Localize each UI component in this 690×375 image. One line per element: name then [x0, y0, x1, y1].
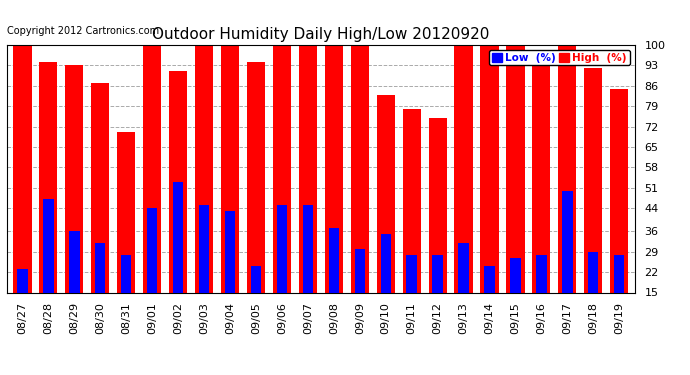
- Title: Outdoor Humidity Daily High/Low 20120920: Outdoor Humidity Daily High/Low 20120920: [152, 27, 489, 42]
- Bar: [562, 190, 573, 292]
- Bar: [273, 45, 291, 292]
- Bar: [584, 68, 602, 292]
- Bar: [117, 132, 135, 292]
- Bar: [66, 65, 83, 292]
- Bar: [328, 228, 339, 292]
- Bar: [199, 205, 209, 292]
- Bar: [558, 45, 576, 292]
- Bar: [355, 249, 365, 292]
- Bar: [143, 45, 161, 292]
- Bar: [147, 208, 157, 292]
- Bar: [95, 243, 106, 292]
- Bar: [39, 63, 57, 292]
- Bar: [169, 71, 187, 292]
- Bar: [380, 234, 391, 292]
- Bar: [455, 45, 473, 292]
- Bar: [532, 54, 551, 292]
- Bar: [610, 88, 629, 292]
- Bar: [303, 205, 313, 292]
- Bar: [406, 255, 417, 292]
- Bar: [484, 266, 495, 292]
- Bar: [458, 243, 469, 292]
- Bar: [325, 45, 343, 292]
- Bar: [480, 45, 499, 292]
- Bar: [250, 266, 262, 292]
- Bar: [69, 231, 79, 292]
- Bar: [506, 45, 524, 292]
- Bar: [428, 118, 446, 292]
- Bar: [121, 255, 131, 292]
- Bar: [221, 45, 239, 292]
- Bar: [43, 200, 54, 292]
- Text: Copyright 2012 Cartronics.com: Copyright 2012 Cartronics.com: [7, 26, 159, 36]
- Bar: [511, 258, 521, 292]
- Bar: [402, 109, 421, 292]
- Bar: [536, 255, 546, 292]
- Bar: [247, 63, 265, 292]
- Legend: Low  (%), High  (%): Low (%), High (%): [489, 50, 629, 65]
- Bar: [225, 211, 235, 292]
- Bar: [351, 45, 369, 292]
- Bar: [173, 182, 184, 292]
- Bar: [377, 94, 395, 292]
- Bar: [433, 255, 443, 292]
- Bar: [195, 45, 213, 292]
- Bar: [299, 45, 317, 292]
- Bar: [588, 252, 598, 292]
- Bar: [614, 255, 624, 292]
- Bar: [13, 45, 32, 292]
- Bar: [17, 269, 28, 292]
- Bar: [91, 83, 110, 292]
- Bar: [277, 205, 287, 292]
